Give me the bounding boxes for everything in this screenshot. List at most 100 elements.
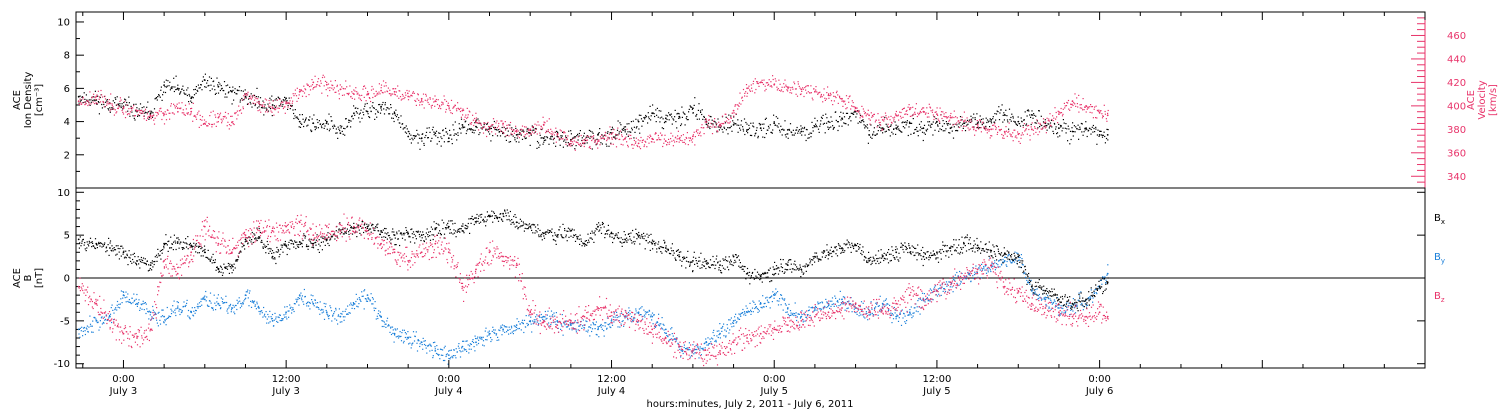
data-point bbox=[395, 116, 398, 118]
data-point bbox=[336, 84, 338, 86]
data-point bbox=[610, 142, 612, 144]
velocity-axis-label-line: ACE bbox=[1466, 90, 1477, 110]
data-point bbox=[227, 84, 229, 86]
data-point bbox=[95, 98, 97, 101]
data-point bbox=[895, 133, 897, 135]
data-point bbox=[400, 340, 403, 342]
data-point bbox=[153, 123, 156, 125]
data-point bbox=[97, 321, 99, 323]
data-point bbox=[438, 140, 440, 143]
data-point bbox=[505, 139, 507, 141]
data-point bbox=[674, 338, 676, 340]
data-point bbox=[177, 301, 179, 304]
data-point bbox=[280, 100, 283, 102]
data-point bbox=[201, 80, 204, 82]
data-point bbox=[627, 135, 629, 137]
data-point bbox=[187, 112, 189, 114]
data-point bbox=[1018, 256, 1020, 259]
data-point-anchor bbox=[271, 320, 274, 322]
data-point bbox=[632, 147, 634, 149]
data-point bbox=[356, 112, 358, 114]
data-point bbox=[147, 311, 150, 313]
data-point bbox=[591, 330, 593, 333]
data-point bbox=[367, 91, 369, 93]
data-point bbox=[91, 96, 94, 98]
data-point bbox=[679, 139, 681, 141]
data-point bbox=[383, 321, 385, 323]
data-point bbox=[923, 132, 925, 134]
data-point bbox=[801, 134, 803, 136]
data-point bbox=[750, 122, 752, 124]
data-point bbox=[815, 86, 817, 88]
data-point bbox=[395, 329, 397, 331]
data-point bbox=[162, 94, 164, 96]
data-point bbox=[201, 119, 203, 121]
data-point bbox=[258, 106, 260, 108]
data-point bbox=[314, 86, 316, 88]
data-point-anchor bbox=[244, 93, 247, 95]
data-point bbox=[850, 112, 852, 114]
data-point bbox=[630, 134, 632, 136]
data-point bbox=[261, 312, 263, 314]
data-point bbox=[127, 113, 129, 115]
data-point bbox=[607, 131, 609, 133]
data-point bbox=[1102, 134, 1104, 136]
data-point bbox=[599, 136, 601, 138]
data-point bbox=[301, 90, 303, 92]
data-point bbox=[233, 99, 235, 101]
data-point bbox=[214, 302, 216, 304]
data-point bbox=[856, 107, 858, 109]
data-point bbox=[208, 76, 211, 78]
data-point bbox=[715, 339, 717, 341]
data-point bbox=[792, 88, 794, 90]
data-point bbox=[873, 127, 875, 129]
data-point bbox=[822, 114, 824, 116]
data-point bbox=[281, 105, 283, 107]
data-point bbox=[932, 121, 934, 123]
data-point bbox=[328, 130, 330, 132]
data-point bbox=[883, 300, 885, 302]
data-point bbox=[999, 129, 1002, 131]
data-point bbox=[278, 97, 280, 99]
data-point bbox=[566, 145, 568, 147]
data-point bbox=[647, 135, 649, 138]
data-point bbox=[531, 331, 533, 333]
data-point bbox=[575, 329, 577, 331]
data-point bbox=[266, 322, 268, 324]
data-point bbox=[745, 91, 747, 93]
data-point bbox=[395, 109, 397, 111]
data-point bbox=[914, 129, 916, 131]
data-point bbox=[1090, 106, 1092, 108]
data-point bbox=[234, 91, 236, 94]
data-point bbox=[303, 85, 305, 87]
data-point bbox=[227, 312, 229, 314]
data-point bbox=[477, 336, 479, 338]
data-point bbox=[203, 123, 205, 125]
data-point bbox=[631, 321, 633, 323]
data-point bbox=[118, 106, 120, 108]
data-point bbox=[912, 312, 914, 314]
data-point bbox=[1009, 133, 1011, 135]
data-point bbox=[190, 100, 192, 102]
data-point bbox=[253, 300, 256, 302]
data-point bbox=[1008, 108, 1011, 110]
data-point bbox=[575, 141, 577, 143]
data-point bbox=[880, 116, 882, 118]
data-point-anchor bbox=[597, 140, 599, 143]
data-point bbox=[681, 140, 683, 142]
data-point bbox=[422, 348, 424, 350]
data-point bbox=[1068, 128, 1070, 130]
data-point bbox=[425, 344, 427, 347]
data-point bbox=[203, 298, 205, 300]
data-point bbox=[899, 312, 901, 314]
data-point bbox=[559, 144, 561, 146]
data-point bbox=[88, 99, 90, 101]
data-point bbox=[1066, 101, 1068, 104]
data-point bbox=[716, 330, 718, 332]
data-point bbox=[563, 322, 565, 324]
data-point bbox=[919, 112, 921, 114]
data-point bbox=[902, 121, 904, 123]
data-point bbox=[828, 304, 830, 306]
data-point bbox=[760, 302, 762, 304]
data-point bbox=[524, 137, 526, 140]
